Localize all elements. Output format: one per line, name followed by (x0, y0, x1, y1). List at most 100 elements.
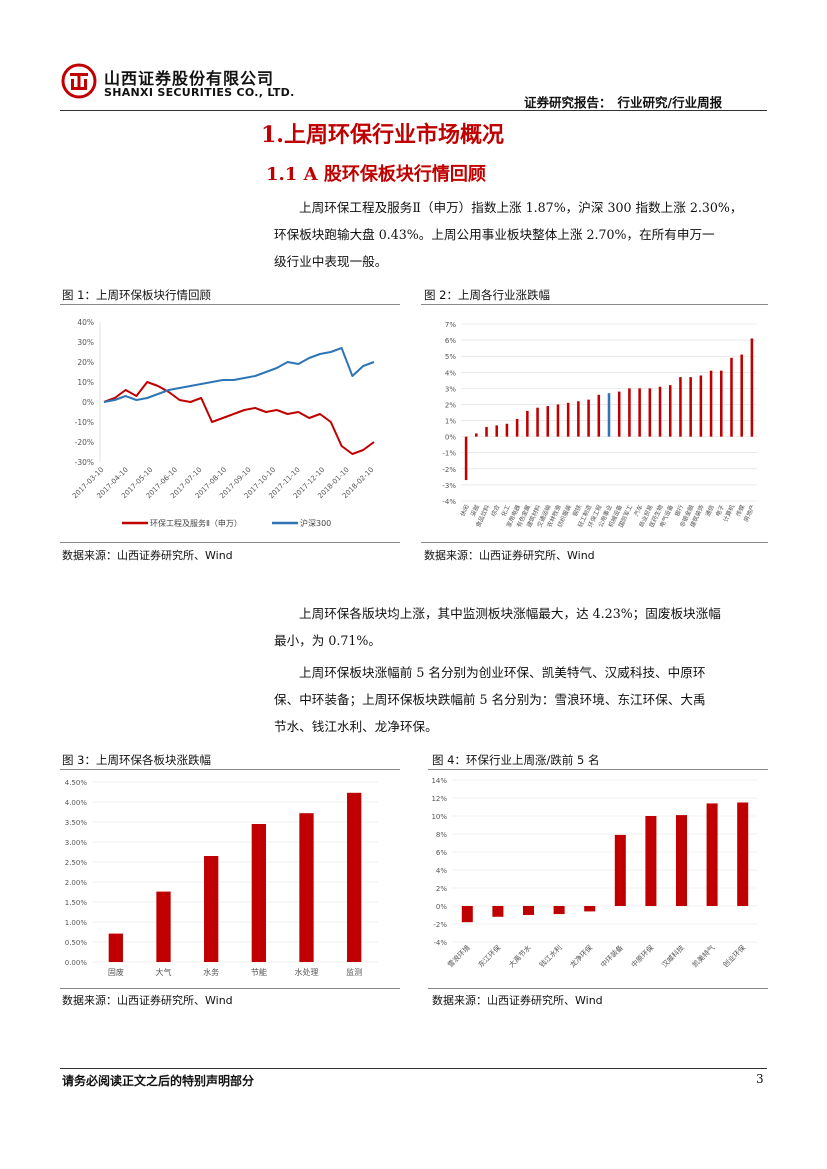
y-tick-label: 0% (445, 434, 456, 442)
paragraph-2: 上周环保各版块均上涨，其中监测板块涨幅最大，达 4.23%；固废板块涨幅 最小，… (274, 600, 768, 654)
header-rule (60, 110, 767, 111)
y-tick-label: 3.00% (65, 839, 88, 847)
bar-1 (492, 906, 504, 917)
bar-3 (553, 906, 565, 915)
figure-4-title-rule (428, 769, 768, 770)
x-tick-label: 大禹节水 (507, 943, 533, 969)
x-tick-label: 水处理 (295, 967, 319, 977)
y-tick-label: 7% (445, 321, 456, 329)
x-tick-label: 汉威科技 (660, 943, 686, 969)
report-category: 行业研究/行业周报 (617, 95, 723, 110)
y-tick-label: 12% (431, 795, 447, 803)
bar-8 (546, 406, 550, 437)
y-tick-label: 5% (445, 353, 456, 361)
paragraph-line: 节水、钱江水利、龙净环保。 (274, 719, 438, 734)
bar-24 (709, 370, 713, 437)
x-tick-label: 龙净环保 (568, 943, 594, 969)
legend-label-env: 环保工程及服务Ⅱ（申万） (150, 518, 242, 528)
bar-1 (475, 433, 478, 437)
bar-16 (628, 388, 631, 437)
y-tick-label: 2% (445, 401, 456, 409)
y-tick-label: 2.00% (65, 879, 88, 887)
bar-27 (740, 354, 743, 437)
paragraph-line: 上周环保工程及服务Ⅱ（申万）指数上涨 1.87%，沪深 300 指数上涨 2.3… (299, 200, 743, 215)
y-tick-label: 6% (436, 849, 447, 857)
paragraph-1: 上周环保工程及服务Ⅱ（申万）指数上涨 1.87%，沪深 300 指数上涨 2.3… (274, 194, 768, 275)
bar-2 (485, 426, 488, 437)
x-tick-label: 东江环保 (476, 943, 502, 969)
bar-11 (577, 401, 580, 437)
paragraph-line: 最小，为 0.71%。 (274, 633, 381, 648)
bar-7 (675, 815, 688, 906)
y-tick-label: -1% (442, 450, 456, 458)
figure-2-source: 数据来源：山西证券研究所、Wind (424, 549, 595, 562)
company-logo (60, 62, 98, 100)
figure-4-title: 图 4：环保行业上周涨/跌前 5 名 (432, 753, 600, 767)
bar-20 (668, 385, 672, 437)
figure-3-bar-chart: 4.50% 4.00% 3.50% 3.00% 2.50% 2.00% 1.50% 1.00%… (65, 779, 378, 977)
bar-5 (614, 834, 626, 906)
bar-9 (556, 404, 560, 437)
y-tick-label: 1.50% (65, 899, 88, 907)
series-line-0 (103, 381, 375, 455)
bar-26 (730, 357, 733, 437)
x-tick-label: 雪浪环境 (446, 943, 472, 969)
x-tick-label: 中环装备 (599, 943, 625, 969)
bar-2 (522, 906, 535, 915)
bar-15 (617, 391, 621, 437)
x-tick-label: 大气 (156, 967, 172, 977)
x-tick-label: 创业环保 (721, 943, 747, 969)
figure-4-bar-chart: 14% 12% 10% 8% 6% 4% 2% 0% -2% -4% 雪浪环境 东江环保 大禹节水 钱江… (431, 777, 758, 969)
y-tick-label: -3% (442, 482, 456, 490)
paragraph-line: 环保板块跑输大盘 0.43%。上周公用事业板块整体上涨 2.70%，在所有申万一 (274, 227, 715, 242)
y-tick-label: 4.50% (65, 779, 88, 787)
bar-7 (536, 407, 539, 437)
report-type-label: 证券研究报告： (524, 95, 612, 110)
y-tick-label: 0% (82, 398, 94, 407)
figure-1-line-chart: 40%30%20%10%0%-10%-20%-30% 2017-03-10201… (71, 318, 375, 528)
y-tick-label: 10% (431, 813, 447, 821)
subsection-title: 1.1 A 股环保板块行情回顾 (266, 164, 486, 185)
bar-0 (461, 906, 473, 923)
paragraph-line: 上周环保板块涨幅前 5 名分别为创业环保、凯美特气、汉威科技、中原环 (299, 665, 706, 680)
bar-22 (689, 377, 692, 437)
bar-17 (638, 388, 641, 437)
x-tick-label: 综合 (489, 503, 501, 517)
x-tick-label: 固废 (108, 967, 124, 977)
bar-3 (495, 425, 498, 437)
bar-4 (505, 423, 509, 437)
paragraph-line: 级行业中表现一般。 (274, 254, 388, 269)
figure-1-bottom-rule (60, 542, 400, 543)
company-name-cn: 山西证券股份有限公司 (104, 69, 275, 88)
y-tick-label: 10% (77, 378, 94, 387)
y-tick-label: -4% (442, 498, 456, 506)
figure-4-bottom-rule (428, 988, 768, 989)
figure-3-title: 图 3：上周环保各板块涨跌幅 (62, 753, 211, 767)
bar-5 (347, 792, 362, 962)
bar-4 (584, 906, 596, 912)
y-tick-label: 20% (77, 358, 94, 367)
bar-5 (515, 418, 519, 437)
x-tick-label: 凯美特气 (690, 943, 716, 969)
y-tick-label: 3.50% (65, 819, 88, 827)
x-tick-label: 节能 (251, 967, 267, 977)
bar-25 (720, 370, 723, 437)
paragraph-line: 上周环保各版块均上涨，其中监测板块涨幅最大，达 4.23%；固废板块涨幅 (299, 606, 721, 621)
bar-28 (750, 338, 754, 437)
figure-2-bottom-rule (421, 542, 768, 543)
bar-12 (587, 399, 590, 437)
bar-3 (251, 824, 266, 962)
y-tick-label: 4% (436, 867, 447, 875)
bar-18 (648, 388, 652, 437)
y-tick-label: -10% (75, 418, 94, 427)
report-type: 证券研究报告： 行业研究/行业周报 (524, 92, 722, 111)
figure-3-bottom-rule (60, 988, 400, 989)
y-tick-label: -30% (75, 458, 94, 467)
paragraph-3: 上周环保板块涨幅前 5 名分别为创业环保、凯美特气、汉威科技、中原环 保、中环装… (274, 659, 768, 740)
paragraph-line: 保、中环装备；上周环保板块跌幅前 5 名分别为：雪浪环境、东江环保、大禹 (274, 692, 706, 707)
bar-13 (597, 394, 601, 437)
y-tick-label: 40% (77, 318, 94, 327)
company-name-en: SHANXI SECURITIES CO., LTD. (104, 86, 295, 99)
x-tick-label: 休闲 (459, 503, 471, 517)
figure-2-title-rule (421, 304, 768, 305)
